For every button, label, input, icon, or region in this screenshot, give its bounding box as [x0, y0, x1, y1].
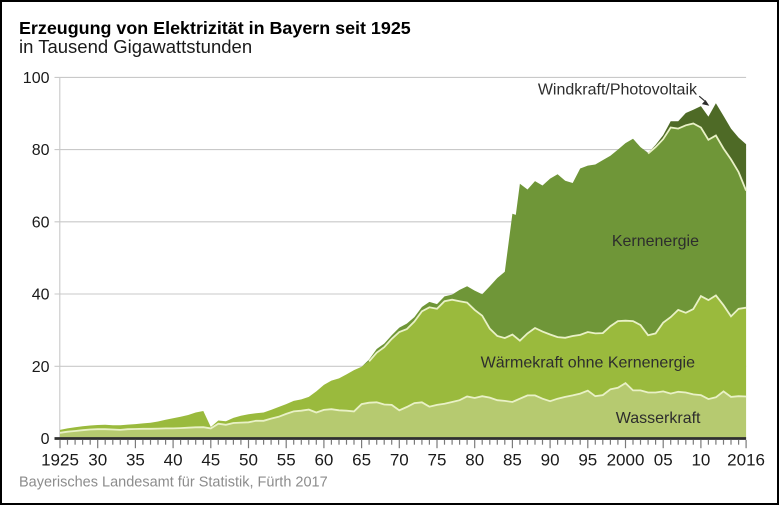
svg-text:90: 90: [541, 451, 560, 470]
svg-text:35: 35: [126, 451, 145, 470]
svg-text:in Tausend Gigawattstunden: in Tausend Gigawattstunden: [19, 36, 252, 57]
svg-text:95: 95: [578, 451, 597, 470]
svg-text:Erzeugung von Elektrizität in: Erzeugung von Elektrizität in Bayern sei…: [19, 18, 411, 38]
svg-text:1925: 1925: [41, 451, 79, 470]
svg-text:Wasserkraft: Wasserkraft: [616, 410, 701, 427]
svg-text:05: 05: [654, 451, 673, 470]
svg-text:Wärmekraft ohne Kernenergie: Wärmekraft ohne Kernenergie: [481, 355, 695, 372]
svg-text:40: 40: [32, 287, 50, 304]
svg-text:50: 50: [239, 451, 258, 470]
svg-text:Bayerisches Landesamt für Stat: Bayerisches Landesamt für Statistik, Für…: [19, 475, 328, 491]
svg-text:Kernenergie: Kernenergie: [612, 233, 699, 250]
svg-text:75: 75: [428, 451, 447, 470]
svg-text:40: 40: [164, 451, 183, 470]
svg-text:65: 65: [352, 451, 371, 470]
svg-text:2016: 2016: [727, 451, 765, 470]
svg-text:Windkraft/Photovoltaik: Windkraft/Photovoltaik: [538, 82, 698, 99]
svg-text:80: 80: [32, 142, 50, 159]
svg-text:10: 10: [691, 451, 710, 470]
svg-text:80: 80: [465, 451, 484, 470]
svg-text:0: 0: [41, 431, 50, 448]
svg-text:85: 85: [503, 451, 522, 470]
svg-text:70: 70: [390, 451, 409, 470]
svg-text:55: 55: [277, 451, 296, 470]
svg-text:100: 100: [23, 70, 50, 87]
svg-text:2000: 2000: [607, 451, 645, 470]
svg-text:20: 20: [32, 359, 50, 376]
svg-text:45: 45: [201, 451, 220, 470]
svg-text:60: 60: [32, 214, 50, 231]
svg-text:30: 30: [88, 451, 107, 470]
svg-text:60: 60: [314, 451, 333, 470]
